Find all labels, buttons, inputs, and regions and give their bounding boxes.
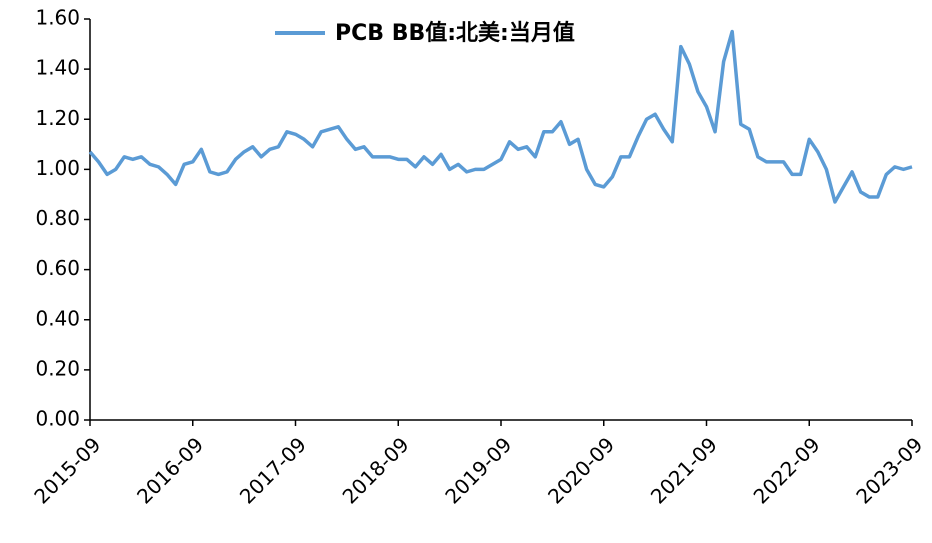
x-tick-label: 2019-09 bbox=[440, 432, 516, 508]
x-tick-label: 2022-09 bbox=[749, 432, 825, 508]
x-tick-label: 2016-09 bbox=[132, 432, 208, 508]
y-tick-label: 0.40 bbox=[35, 306, 80, 330]
y-tick-label: 0.00 bbox=[35, 407, 80, 431]
legend-label: PCB BB值:北美:当月值 bbox=[335, 20, 575, 46]
y-tick-label: 1.40 bbox=[35, 56, 80, 80]
y-tick-label: 0.60 bbox=[35, 256, 80, 280]
y-tick-label: 0.20 bbox=[35, 356, 80, 380]
y-tick-label: 0.80 bbox=[35, 206, 80, 230]
x-tick-label: 2023-09 bbox=[851, 432, 927, 508]
x-tick-label: 2015-09 bbox=[29, 432, 105, 508]
x-tick-label: 2018-09 bbox=[338, 432, 414, 508]
y-tick-label: 1.20 bbox=[35, 106, 80, 130]
y-tick-label: 1.60 bbox=[35, 6, 80, 30]
y-tick-label: 1.00 bbox=[35, 156, 80, 180]
x-tick-label: 2020-09 bbox=[543, 432, 619, 508]
line-series bbox=[88, 29, 913, 204]
x-tick-label: 2021-09 bbox=[646, 432, 722, 508]
x-tick-label: 2017-09 bbox=[235, 432, 311, 508]
